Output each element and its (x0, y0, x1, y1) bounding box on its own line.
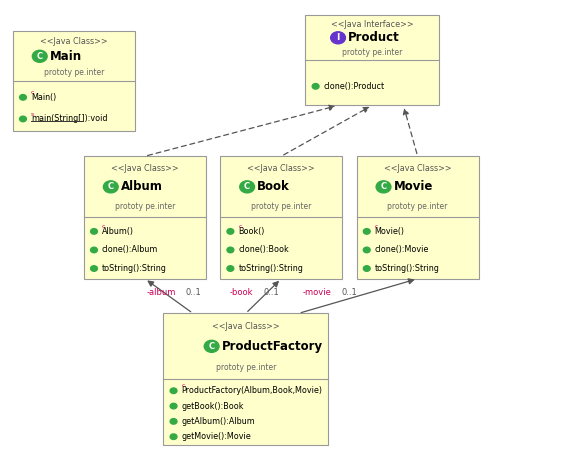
Text: clone():Product: clone():Product (324, 82, 385, 91)
Bar (305, 15, 439, 106)
Text: getMovie():Movie: getMovie():Movie (182, 432, 251, 441)
Circle shape (227, 247, 234, 253)
Circle shape (227, 229, 234, 234)
Circle shape (312, 84, 319, 89)
Text: main(String[]):void: main(String[]):void (31, 114, 107, 123)
Circle shape (19, 94, 26, 100)
Circle shape (227, 266, 234, 271)
Text: Book: Book (258, 180, 290, 193)
Text: C: C (208, 342, 215, 351)
Text: 0..1: 0..1 (263, 288, 279, 298)
Text: <<Java Class>>: <<Java Class>> (384, 164, 452, 173)
Bar (163, 313, 328, 445)
Text: getAlbum():Album: getAlbum():Album (182, 417, 255, 426)
Text: <<Java Class>>: <<Java Class>> (40, 37, 108, 46)
Text: c: c (31, 90, 34, 95)
Circle shape (91, 229, 98, 234)
Circle shape (363, 247, 370, 253)
Text: Main(): Main() (31, 93, 56, 102)
Text: s: s (31, 112, 34, 117)
Text: Product: Product (348, 31, 400, 44)
Bar (13, 32, 135, 131)
Text: toString():String: toString():String (375, 264, 440, 273)
Text: C: C (108, 182, 114, 192)
Text: C: C (380, 182, 387, 192)
Circle shape (331, 32, 345, 44)
Text: c: c (375, 224, 378, 229)
Text: <<Java Class>>: <<Java Class>> (247, 164, 315, 173)
Circle shape (170, 434, 177, 439)
Circle shape (33, 50, 47, 62)
Text: <<Java Class>>: <<Java Class>> (111, 164, 179, 173)
Text: -movie: -movie (303, 288, 331, 298)
Text: <<Java Class>>: <<Java Class>> (212, 322, 280, 331)
Circle shape (19, 116, 26, 122)
Text: Book(): Book() (238, 227, 265, 236)
Text: I: I (336, 33, 340, 42)
Text: Movie: Movie (394, 180, 433, 193)
Text: prototy pe.inter: prototy pe.inter (342, 48, 403, 57)
Circle shape (170, 403, 177, 409)
Circle shape (204, 340, 219, 352)
Text: toString():String: toString():String (102, 264, 167, 273)
Text: ProductFactory: ProductFactory (222, 340, 323, 353)
Bar (84, 156, 206, 279)
Text: <<Java Interface>>: <<Java Interface>> (331, 20, 413, 29)
Text: prototy pe.inter: prototy pe.inter (43, 68, 104, 77)
Circle shape (170, 388, 177, 393)
Text: clone():Album: clone():Album (102, 246, 158, 254)
Text: 0..1: 0..1 (186, 288, 201, 298)
Circle shape (363, 266, 370, 271)
Text: prototy pe.inter: prototy pe.inter (388, 202, 448, 211)
Text: Movie(): Movie() (375, 227, 405, 236)
Text: C: C (244, 182, 250, 192)
Text: c: c (182, 384, 185, 388)
Text: prototy pe.inter: prototy pe.inter (115, 202, 175, 211)
Text: C: C (37, 52, 43, 61)
Circle shape (170, 418, 177, 424)
Text: Album: Album (121, 180, 163, 193)
Text: Main: Main (50, 50, 82, 63)
Text: clone():Book: clone():Book (238, 246, 289, 254)
Circle shape (376, 181, 391, 193)
Circle shape (103, 181, 118, 193)
Circle shape (91, 266, 98, 271)
Text: 0..1: 0..1 (341, 288, 357, 298)
Text: clone():Movie: clone():Movie (375, 246, 429, 254)
Text: getBook():Book: getBook():Book (182, 402, 244, 411)
Circle shape (91, 247, 98, 253)
Text: -album: -album (146, 288, 176, 298)
Text: toString():String: toString():String (238, 264, 303, 273)
Bar (220, 156, 343, 279)
Bar (356, 156, 478, 279)
Text: -book: -book (230, 288, 254, 298)
Text: prototy pe.inter: prototy pe.inter (251, 202, 311, 211)
Text: c: c (102, 224, 106, 229)
Text: c: c (238, 224, 242, 229)
Circle shape (363, 229, 370, 234)
Text: Album(): Album() (102, 227, 134, 236)
Circle shape (240, 181, 255, 193)
Text: ProductFactory(Album,Book,Movie): ProductFactory(Album,Book,Movie) (182, 386, 323, 395)
Text: prototy pe.inter: prototy pe.inter (215, 363, 276, 372)
